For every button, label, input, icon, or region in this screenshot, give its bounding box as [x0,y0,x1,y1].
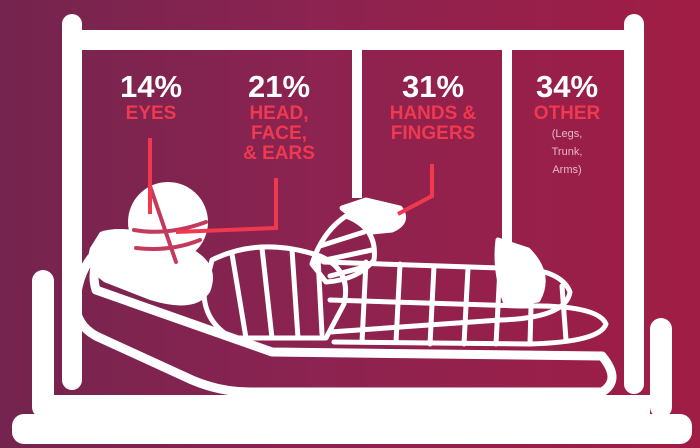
stat-label: EYES [96,104,206,124]
stat-other: 34% OTHER (Legs, Trunk, Arms) [512,70,622,178]
stat-label-line: HANDS & [372,104,494,124]
stat-label-line: FACE, [224,124,334,144]
stat-hands-fingers: 31% HANDS & FINGERS [372,70,494,144]
hands-pointer [398,164,432,214]
stat-percent: 31% [372,70,494,104]
stat-label-line: & EARS [224,144,334,164]
stat-label-line: FINGERS [372,124,494,144]
stat-note-line: Trunk, [512,144,622,160]
stat-note-line: (Legs, [512,126,622,142]
stat-percent: 34% [512,70,622,104]
stat-eyes: 14% EYES [96,70,206,124]
stat-note-line: Arms) [512,162,622,178]
stat-percent: 21% [224,70,334,104]
stat-label: OTHER [512,104,622,124]
stat-percent: 14% [96,70,206,104]
stat-head-face-ears: 21% HEAD, FACE, & EARS [224,70,334,164]
stat-label-line: HEAD, [224,104,334,124]
